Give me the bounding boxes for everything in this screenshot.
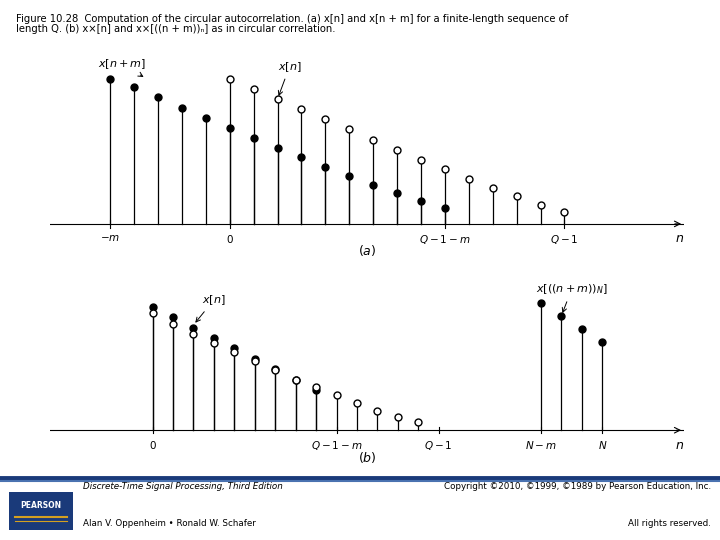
- FancyBboxPatch shape: [9, 492, 73, 530]
- Text: $(a)$: $(a)$: [358, 243, 377, 258]
- Text: $Q-1-m$: $Q-1-m$: [311, 438, 362, 451]
- Text: $n$: $n$: [675, 232, 684, 245]
- Text: $Q-1-m$: $Q-1-m$: [419, 233, 471, 246]
- Text: $(b)$: $(b)$: [358, 450, 377, 465]
- Text: $x[n]$: $x[n]$: [278, 60, 302, 95]
- Text: $Q-1$: $Q-1$: [550, 233, 579, 246]
- Text: $x[((n+m))_N]$: $x[((n+m))_N]$: [536, 282, 608, 312]
- Text: $0$: $0$: [226, 233, 234, 245]
- Text: $Q-1$: $Q-1$: [425, 438, 453, 451]
- Text: Figure 10.28  Computation of the circular autocorrelation. (a) x[n] and x[n + m]: Figure 10.28 Computation of the circular…: [16, 14, 568, 24]
- Text: PEARSON: PEARSON: [20, 501, 62, 510]
- Text: Copyright ©2010, ©1999, ©1989 by Pearson Education, Inc.: Copyright ©2010, ©1999, ©1989 by Pearson…: [444, 482, 711, 491]
- Text: Discrete-Time Signal Processing, Third Edition: Discrete-Time Signal Processing, Third E…: [83, 482, 282, 491]
- Text: All rights reserved.: All rights reserved.: [629, 519, 711, 528]
- Text: Alan V. Oppenheim • Ronald W. Schafer: Alan V. Oppenheim • Ronald W. Schafer: [83, 519, 256, 528]
- Text: $x[n+m]$: $x[n+m]$: [98, 57, 146, 77]
- Text: $x[n]$: $x[n]$: [196, 293, 226, 322]
- Text: $-m$: $-m$: [100, 233, 120, 242]
- Text: $n$: $n$: [675, 438, 685, 451]
- Text: $N-m$: $N-m$: [525, 438, 557, 451]
- Text: length Q. (b) x×[n] and x×[((n + m))ₙ] as in circular correlation.: length Q. (b) x×[n] and x×[((n + m))ₙ] a…: [16, 24, 336, 35]
- Text: $0$: $0$: [148, 438, 156, 451]
- Text: $N$: $N$: [598, 438, 607, 451]
